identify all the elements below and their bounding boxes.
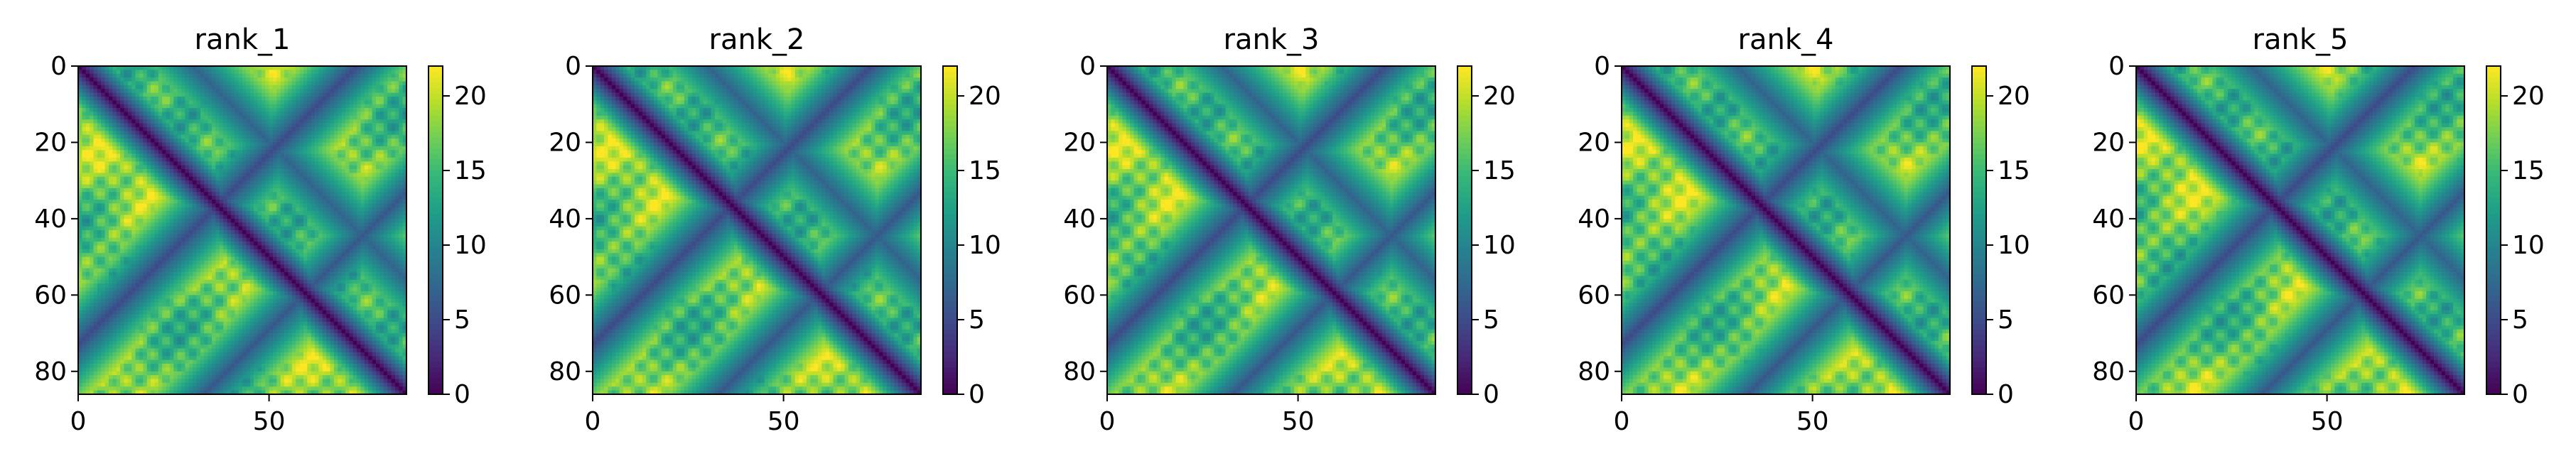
y-tick-label: 60 [1578,281,1610,310]
x-tick-label: 50 [1282,407,1315,436]
colorbar-tick-label: 5 [454,305,470,335]
colorbar-tick-label: 10 [1998,231,2030,260]
y-tick-label: 0 [1594,52,1610,81]
heatmap-cells [78,66,406,394]
colorbar: 0 5 10 15 20 [1457,66,1516,409]
colorbar-tick-label: 20 [1998,82,2030,111]
y-tick-label: 60 [549,281,581,310]
y-tick-label: 40 [2092,205,2125,234]
colorbar: 0 5 10 15 20 [2486,66,2545,409]
colorbar-tick-label: 5 [969,305,985,335]
y-tick-label: 40 [1063,205,1096,234]
heatmap-cells [1107,66,1435,394]
colorbar-tick-label: 15 [1998,156,2030,185]
colorbar: 0 5 10 15 20 [429,66,487,409]
y-tick-label: 0 [565,52,581,81]
colorbar-tick-label: 0 [1483,380,1499,409]
panel-title: rank_2 [709,23,805,56]
colorbar-tick-label: 0 [2512,380,2528,409]
y-tick-label: 60 [34,281,67,310]
panel-title: rank_5 [2253,23,2349,56]
colorbar-tick-label: 10 [454,231,487,260]
x-tick-label: 0 [585,407,601,436]
colorbar-tick-label: 20 [1483,82,1516,111]
heatmap-cells [593,66,921,394]
panel-title: rank_3 [1224,23,1320,56]
colorbar-tick-label: 10 [1483,231,1516,260]
x-tick-label: 0 [1099,407,1116,436]
y-tick-label: 80 [2092,357,2125,386]
y-tick-label: 0 [50,52,67,81]
y-tick-label: 40 [549,205,581,234]
x-tick-label: 50 [1796,407,1829,436]
y-tick-label: 20 [2092,128,2125,157]
y-tick-label: 60 [1063,281,1096,310]
y-tick-label: 40 [34,205,67,234]
colorbar-tick-label: 20 [2512,82,2545,111]
colorbar-tick-label: 15 [2512,156,2545,185]
y-tick-label: 80 [1063,357,1096,386]
y-tick-label: 60 [2092,281,2125,310]
y-tick-label: 80 [549,357,581,386]
colorbar-tick-label: 5 [1483,305,1499,335]
colorbar-tick-label: 20 [969,82,1001,111]
heatmap-cells [2136,66,2464,394]
x-tick-label: 0 [70,407,87,436]
colorbar-tick-label: 10 [969,231,1001,260]
y-tick-label: 40 [1578,205,1610,234]
x-tick-label: 50 [2311,407,2344,436]
colorbar-tick-label: 20 [454,82,487,111]
y-tick-label: 0 [2108,52,2125,81]
y-tick-label: 20 [1578,128,1610,157]
x-tick-label: 50 [767,407,800,436]
colorbar: 0 5 10 15 20 [943,66,1001,409]
colorbar: 0 5 10 15 20 [1972,66,2030,409]
y-tick-label: 20 [34,128,67,157]
colorbar-tick-label: 0 [454,380,470,409]
x-tick-label: 0 [2128,407,2145,436]
colorbar-tick-label: 0 [1998,380,2014,409]
y-tick-label: 0 [1079,52,1096,81]
colorbar-tick-label: 5 [1998,305,2014,335]
panel-title: rank_1 [195,23,291,56]
y-tick-label: 80 [34,357,67,386]
panel-title: rank_4 [1738,23,1834,56]
colorbar-tick-label: 5 [2512,305,2528,335]
colorbar-tick-label: 15 [454,156,487,185]
colorbar-tick-label: 15 [969,156,1001,185]
colorbar-tick-label: 0 [969,380,985,409]
colorbar-tick-label: 15 [1483,156,1516,185]
y-tick-label: 20 [549,128,581,157]
x-tick-label: 0 [1614,407,1630,436]
colorbar-tick-label: 10 [2512,231,2545,260]
y-tick-label: 80 [1578,357,1610,386]
y-tick-label: 20 [1063,128,1096,157]
heatmap-cells [1622,66,1950,394]
x-tick-label: 50 [253,407,286,436]
